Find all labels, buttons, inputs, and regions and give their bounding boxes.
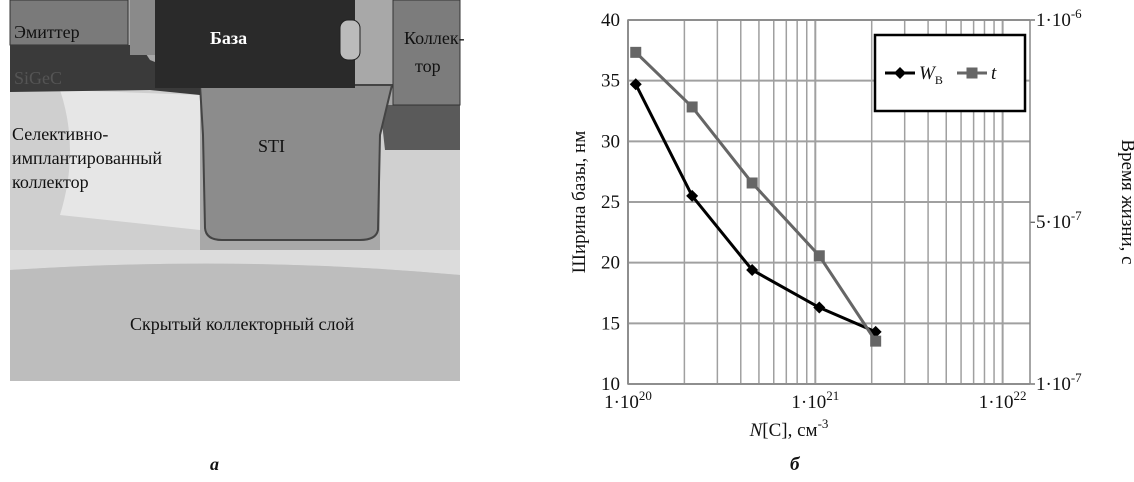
contact: [339, 19, 361, 61]
panel-caption: б: [790, 454, 801, 475]
region: [380, 105, 460, 150]
tick-exponent: -7: [1071, 208, 1082, 223]
legend-marker: [894, 67, 906, 79]
label: Селективно-: [12, 124, 108, 144]
y-tick-label: 10: [601, 374, 620, 395]
axis-text: [C], см: [762, 420, 817, 441]
sti-region: [198, 84, 394, 241]
panel-caption: а: [210, 454, 219, 474]
label: имплантированный: [12, 148, 162, 168]
tick-exponent: 21: [826, 388, 839, 403]
tick-text: 1·10: [979, 392, 1014, 413]
label: тор: [415, 56, 441, 76]
x-tick-label: 1·1022: [979, 388, 1027, 413]
collector-region: [392, 0, 461, 106]
y2-tick-label: 1·10-7: [1036, 370, 1082, 395]
series-line: [634, 83, 877, 334]
tick-exponent: 20: [639, 388, 652, 403]
legend-label: t: [991, 63, 997, 84]
data-point: [870, 335, 882, 347]
legend-subscript: В: [935, 73, 943, 87]
y-axis-title: Ширина базы, нм: [569, 131, 590, 273]
y2-axis-title: Время жизни, с: [1117, 139, 1134, 264]
y-tick-label: 30: [601, 131, 620, 152]
sigec-layer: [10, 45, 200, 95]
base-region: [155, 0, 355, 88]
axis-exponent: -3: [818, 416, 829, 431]
region: [10, 250, 460, 275]
plot-frame: [627, 19, 1031, 385]
x-tick-label: 1·1021: [791, 388, 839, 413]
data-point: [630, 46, 642, 58]
label: Коллек-: [404, 28, 465, 48]
label: коллектор: [12, 172, 89, 192]
tick-exponent: 22: [1014, 388, 1027, 403]
tick-text: 1·10: [1036, 10, 1071, 31]
label: База: [210, 28, 247, 48]
tick-exponent: -7: [1071, 370, 1082, 385]
y-tick-label: 35: [601, 71, 620, 92]
y2-tick-label: 1·10-6: [1036, 6, 1082, 31]
label: Скрытый коллекторный слой: [130, 314, 354, 334]
label: SiGeC: [14, 68, 62, 88]
legend-name: W: [919, 63, 937, 84]
data-point: [746, 177, 758, 189]
y-tick-label: 25: [601, 192, 620, 213]
y-tick-label: 15: [601, 313, 620, 334]
x-axis-title: N[C], см-3: [749, 416, 829, 441]
data-point: [629, 78, 642, 91]
legend-name: t: [991, 63, 997, 84]
label: STI: [258, 136, 285, 156]
emitter-region: [9, 0, 129, 46]
axis-var: N: [749, 420, 764, 441]
legend-marker: [966, 67, 978, 79]
tick-text: 1·10: [604, 392, 639, 413]
device-cross-section: Эмиттер База Коллек- тор SiGeC Селективн…: [9, 0, 465, 474]
y-tick-label: 40: [601, 10, 620, 31]
x-tick-label: 1·1020: [604, 388, 652, 413]
tick-exponent: -6: [1071, 6, 1082, 21]
region: [60, 90, 200, 230]
buried-layer: [10, 263, 460, 381]
chart: 1·1020 1·1021 1·1022101520253035401·10-75·…: [569, 6, 1134, 475]
y-tick-label: 20: [601, 253, 620, 274]
data-point: [813, 250, 825, 262]
label: Эмиттер: [14, 22, 80, 42]
series-line: [634, 51, 877, 342]
data-point: [813, 301, 826, 314]
y2-tick-label: 5·10-7: [1036, 208, 1082, 233]
data-point: [686, 101, 698, 113]
tick-text: 5·10: [1036, 212, 1071, 233]
tick-text: 1·10: [1036, 374, 1071, 395]
data-point: [746, 263, 759, 276]
spacer: [130, 0, 155, 55]
legend-label: WВ: [919, 63, 943, 87]
data-point: [686, 189, 699, 202]
tick-text: 1·10: [791, 392, 826, 413]
